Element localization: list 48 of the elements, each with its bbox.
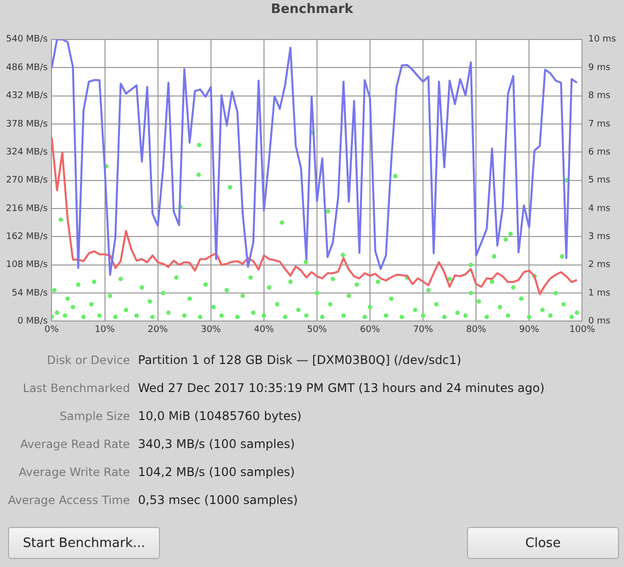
- text: 10,0 MiB (10485760 bytes): [138, 408, 302, 425]
- y-tick-label: 324 MB/s: [6, 147, 48, 158]
- y2-tick-label: 10 ms: [588, 34, 616, 45]
- x-tick-label: 0%: [44, 324, 60, 335]
- x-tick-label: 40%: [254, 324, 274, 335]
- y2-tick-label: 0 ms: [588, 316, 611, 327]
- y-tick-label: 54 MB/s: [12, 288, 48, 298]
- x-tick-label: 100%: [569, 324, 596, 335]
- x-tick-label: 70%: [413, 324, 434, 335]
- text: Average Read Rate: [20, 436, 130, 453]
- text: 104,2 MB/s (100 samples): [138, 464, 295, 481]
- x-tick-label: 20%: [148, 324, 168, 335]
- x-tick-label: 30%: [200, 324, 222, 335]
- text: Average Write Rate: [18, 464, 130, 481]
- y-tick-label: 270 MB/s: [6, 176, 48, 186]
- y-tick-label: 0 MB/s: [17, 316, 48, 327]
- text: Sample Size: [60, 408, 130, 425]
- y-tick-label: 216 MB/s: [6, 204, 48, 214]
- chart-title: Benchmark: [270, 1, 354, 19]
- y-tick-label: 432 MB/s: [6, 91, 48, 102]
- x-tick-label: 60%: [360, 324, 380, 335]
- y-tick-label: 162 MB/s: [6, 232, 48, 242]
- text: Partition 1 of 128 GB Disk — [DXM03B0Q] (/dev/sdc1): [138, 352, 462, 369]
- y-tick-label: 108 MB/s: [6, 260, 48, 270]
- text: Start Benchmark...: [8, 527, 160, 559]
- text: 0,53 msec (1000 samples): [138, 492, 298, 509]
- y2-tick-label: 4 ms: [588, 204, 611, 214]
- y2-tick-label: 9 ms: [588, 62, 611, 73]
- text: Wed 27 Dec 2017 10:35:19 PM GMT (13 hours and 24 minutes ago): [138, 380, 545, 397]
- text: Disk or Device: [46, 352, 130, 369]
- y2-tick-label: 5 ms: [588, 176, 611, 186]
- y-tick-label: 486 MB/s: [6, 62, 48, 73]
- x-tick-label: 50%: [306, 324, 328, 335]
- text: Close: [467, 527, 619, 559]
- y2-tick-label: 1 ms: [588, 288, 611, 298]
- y-tick-label: 540 MB/s: [6, 34, 48, 45]
- text: Average Access Time: [8, 492, 130, 509]
- x-tick-label: 90%: [519, 324, 540, 335]
- text: Last Benchmarked: [22, 380, 130, 397]
- y2-tick-label: 3 ms: [588, 232, 611, 242]
- y-tick-label: 378 MB/s: [6, 119, 48, 130]
- y2-tick-label: 2 ms: [588, 260, 611, 270]
- x-tick-label: 80%: [466, 324, 487, 335]
- x-tick-label: 10%: [94, 324, 116, 335]
- text: 340,3 MB/s (100 samples): [138, 436, 295, 453]
- y2-tick-label: 8 ms: [588, 91, 611, 102]
- y2-tick-label: 6 ms: [588, 147, 611, 158]
- y2-tick-label: 7 ms: [588, 119, 611, 130]
